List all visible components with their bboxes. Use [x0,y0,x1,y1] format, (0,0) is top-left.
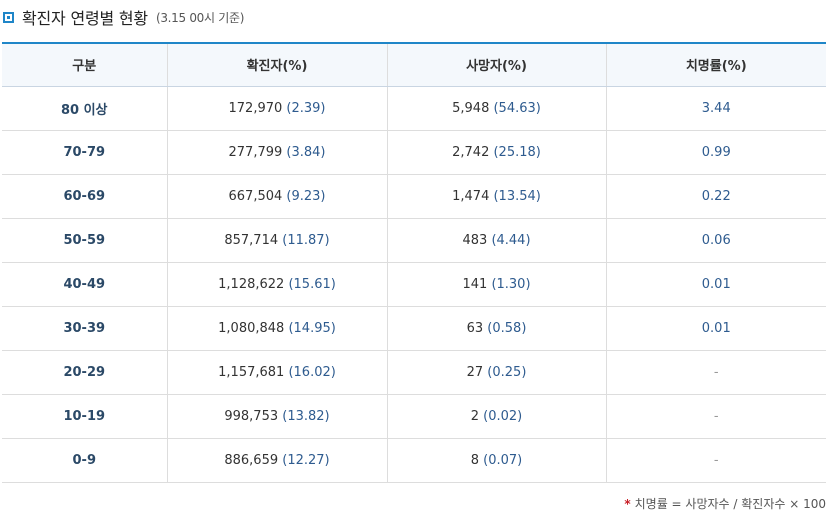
title-note: (3.15 00시 기준) [155,10,245,25]
confirmed-value: 1,080,848 [218,320,285,336]
section-title: 확진자 연령별 현황 (3.15 00시 기준) [3,6,244,28]
age-group-cell: 80 이상 [2,86,167,131]
confirmed-cell: 1,128,622 (15.61) [166,262,387,307]
deaths-cell: 8 (0.07) [386,438,606,483]
deaths-cell: 2,742 (25.18) [386,130,606,175]
age-group-cell: 70-79 [2,130,167,175]
confirmed-cell: 886,659 (12.27) [166,438,387,483]
confirmed-percent: (9.23) [286,188,326,204]
confirmed-value: 172,970 [228,100,283,116]
deaths-value: 8 [470,452,480,468]
deaths-cell: 2 (0.02) [386,394,606,439]
header-confirmed: 확진자(%) [166,42,387,87]
header-fatality: 치명률(%) [605,42,826,87]
deaths-value: 1,474 [452,188,490,204]
table-row: 70-79 277,799 (3.84) 2,742 (25.18) 0.99 [2,130,826,175]
confirmed-cell: 1,157,681 (16.02) [166,350,387,395]
deaths-cell: 63 (0.58) [386,306,606,351]
footnote-text: 치명률 = 사망자수 / 확진자수 × 100 [634,497,826,511]
confirmed-percent: (2.39) [286,100,326,116]
deaths-value: 141 [462,276,488,292]
deaths-cell: 483 (4.44) [386,218,606,263]
age-group-cell: 40-49 [2,262,167,307]
confirmed-value: 667,504 [228,188,283,204]
fatality-cell: - [605,350,826,395]
header-deaths: 사망자(%) [386,42,606,87]
age-group-cell: 10-19 [2,394,167,439]
fatality-cell: - [605,438,826,483]
age-group-cell: 50-59 [2,218,167,263]
deaths-cell: 1,474 (13.54) [386,174,606,219]
confirmed-percent: (12.27) [282,452,330,468]
confirmed-value: 277,799 [228,144,283,160]
header-category: 구분 [2,42,167,87]
confirmed-percent: (15.61) [288,276,336,292]
confirmed-value: 1,128,622 [218,276,285,292]
deaths-percent: (1.30) [491,276,531,292]
table-row: 50-59 857,714 (11.87) 483 (4.44) 0.06 [2,218,826,263]
deaths-value: 2,742 [452,144,490,160]
deaths-percent: (4.44) [491,232,531,248]
fatality-cell: - [605,394,826,439]
table-row: 80 이상 172,970 (2.39) 5,948 (54.63) 3.44 [2,86,826,131]
confirmed-percent: (3.84) [286,144,326,160]
fatality-footnote: * 치명률 = 사망자수 / 확진자수 × 100 [624,495,826,512]
square-bullet-icon [3,11,14,23]
header-row: 구분 확진자(%) 사망자(%) 치명률(%) [2,42,826,87]
confirmed-cell: 172,970 (2.39) [166,86,387,131]
age-group-cell: 20-29 [2,350,167,395]
table-row: 20-29 1,157,681 (16.02) 27 (0.25) - [2,350,826,395]
deaths-value: 63 [466,320,484,336]
fatality-cell: 0.06 [605,218,826,263]
deaths-percent: (0.58) [487,320,527,336]
table-row: 0-9 886,659 (12.27) 8 (0.07) - [2,438,826,483]
deaths-cell: 27 (0.25) [386,350,606,395]
fatality-cell: 0.99 [605,130,826,175]
confirmed-cell: 277,799 (3.84) [166,130,387,175]
confirmed-cell: 998,753 (13.82) [166,394,387,439]
confirmed-percent: (14.95) [288,320,336,336]
deaths-cell: 141 (1.30) [386,262,606,307]
deaths-value: 27 [466,364,484,380]
confirmed-value: 998,753 [224,408,279,424]
fatality-cell: 3.44 [605,86,826,131]
deaths-value: 5,948 [452,100,490,116]
deaths-percent: (0.25) [487,364,527,380]
table-header: 구분 확진자(%) 사망자(%) 치명률(%) [2,42,826,87]
age-status-table: 구분 확진자(%) 사망자(%) 치명률(%) 80 이상 172,970 (2… [2,42,826,483]
confirmed-percent: (13.82) [282,408,330,424]
confirmed-percent: (11.87) [282,232,330,248]
age-group-cell: 0-9 [2,438,167,483]
confirmed-cell: 667,504 (9.23) [166,174,387,219]
asterisk-icon: * [624,497,631,511]
fatality-cell: 0.01 [605,262,826,307]
confirmed-value: 886,659 [224,452,279,468]
page-title: 확진자 연령별 현황 [22,9,148,28]
deaths-percent: (25.18) [493,144,541,160]
deaths-percent: (0.02) [483,408,523,424]
confirmed-percent: (16.02) [288,364,336,380]
deaths-value: 483 [462,232,488,248]
confirmed-cell: 1,080,848 (14.95) [166,306,387,351]
confirmed-value: 1,157,681 [218,364,285,380]
age-group-cell: 30-39 [2,306,167,351]
table-row: 30-39 1,080,848 (14.95) 63 (0.58) 0.01 [2,306,826,351]
table-row: 60-69 667,504 (9.23) 1,474 (13.54) 0.22 [2,174,826,219]
deaths-percent: (0.07) [483,452,523,468]
fatality-cell: 0.01 [605,306,826,351]
deaths-cell: 5,948 (54.63) [386,86,606,131]
table-row: 40-49 1,128,622 (15.61) 141 (1.30) 0.01 [2,262,826,307]
table-row: 10-19 998,753 (13.82) 2 (0.02) - [2,394,826,439]
fatality-cell: 0.22 [605,174,826,219]
deaths-value: 2 [470,408,480,424]
age-group-cell: 60-69 [2,174,167,219]
confirmed-cell: 857,714 (11.87) [166,218,387,263]
table-body: 80 이상 172,970 (2.39) 5,948 (54.63) 3.44 … [2,86,826,483]
deaths-percent: (13.54) [493,188,541,204]
deaths-percent: (54.63) [493,100,541,116]
data-table: 구분 확진자(%) 사망자(%) 치명률(%) 80 이상 172,970 (2… [2,42,826,483]
confirmed-value: 857,714 [224,232,279,248]
